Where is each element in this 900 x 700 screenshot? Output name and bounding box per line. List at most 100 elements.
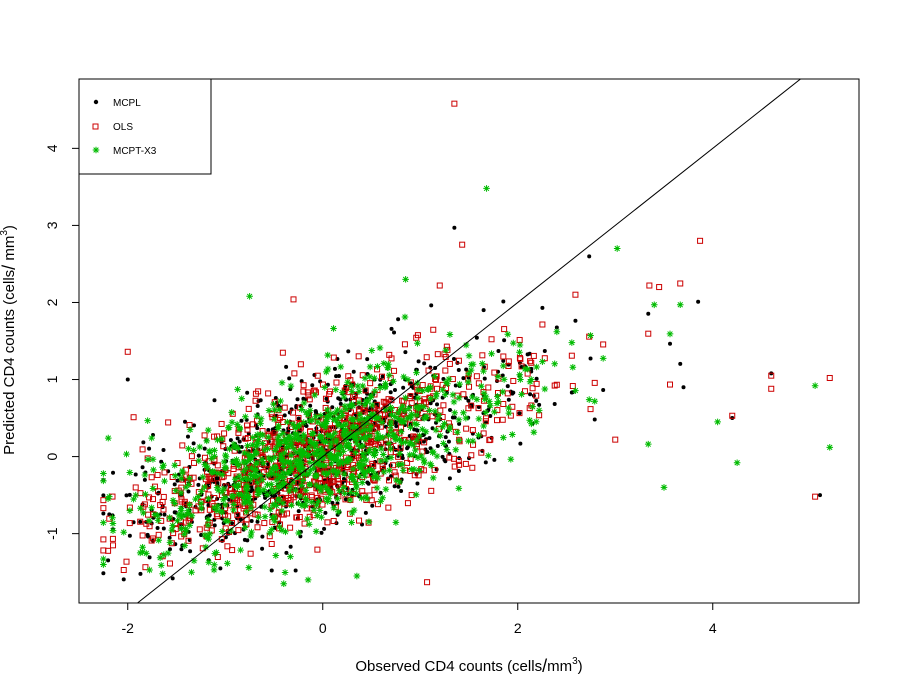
data-point <box>184 507 192 514</box>
data-point <box>309 430 317 438</box>
data-point <box>551 360 558 368</box>
data-point <box>420 403 428 411</box>
data-point <box>362 387 369 394</box>
data-point <box>456 469 461 474</box>
data-point <box>362 456 370 464</box>
data-point <box>340 448 347 455</box>
data-point <box>464 378 472 386</box>
data-point <box>423 354 430 361</box>
data-point <box>127 492 132 497</box>
data-point <box>178 525 185 532</box>
data-point <box>257 472 265 479</box>
data-point <box>442 346 450 354</box>
data-point <box>370 474 378 481</box>
data-point <box>248 464 255 472</box>
data-point <box>466 398 471 403</box>
data-point <box>341 490 348 497</box>
data-point <box>231 457 239 465</box>
data-point <box>397 444 404 451</box>
data-point <box>412 491 420 499</box>
data-point <box>243 508 250 516</box>
data-point <box>394 424 399 429</box>
data-point <box>372 449 379 456</box>
data-point <box>296 404 303 411</box>
data-point <box>323 414 330 422</box>
data-point <box>281 569 289 576</box>
data-point <box>421 439 426 444</box>
data-point <box>573 318 578 323</box>
data-point <box>218 508 225 516</box>
y-tick-label: 1 <box>44 375 60 383</box>
data-point <box>277 414 284 421</box>
data-point <box>210 561 218 569</box>
data-point <box>341 402 349 410</box>
data-point <box>404 376 412 383</box>
data-point <box>332 455 340 463</box>
data-point <box>395 453 402 460</box>
data-point <box>385 360 392 368</box>
data-point <box>266 428 271 433</box>
data-point <box>768 372 775 379</box>
data-point <box>299 477 307 484</box>
data-point <box>322 395 329 402</box>
data-point <box>300 388 307 395</box>
data-point <box>307 466 314 474</box>
data-point <box>360 461 368 468</box>
data-point <box>296 421 303 429</box>
data-point <box>242 435 249 442</box>
data-point <box>140 509 147 517</box>
data-point <box>251 472 259 479</box>
data-point <box>311 443 319 451</box>
data-point <box>517 376 524 383</box>
data-point <box>387 418 395 426</box>
data-point <box>384 364 391 371</box>
data-point <box>423 447 428 452</box>
data-point <box>516 371 523 379</box>
data-point <box>499 416 506 423</box>
data-point <box>351 432 359 440</box>
data-point <box>370 503 375 508</box>
data-point <box>244 498 252 506</box>
data-point <box>338 389 346 396</box>
data-point <box>266 529 274 537</box>
x-tick-label: 0 <box>319 620 327 636</box>
data-point <box>403 350 408 355</box>
data-point <box>285 433 292 441</box>
data-point <box>389 326 394 331</box>
data-point <box>366 432 374 440</box>
data-point <box>486 402 494 410</box>
data-point <box>358 479 366 486</box>
data-point <box>311 391 319 399</box>
data-point <box>242 497 249 505</box>
data-point <box>485 452 492 459</box>
data-point <box>139 446 146 453</box>
data-point <box>316 454 323 462</box>
data-point <box>403 415 411 422</box>
data-point <box>260 459 267 467</box>
data-point <box>327 443 334 451</box>
data-point <box>387 454 395 461</box>
data-point <box>333 436 340 444</box>
data-point <box>437 432 444 439</box>
data-point <box>398 439 405 447</box>
data-point <box>371 452 378 459</box>
data-point <box>268 486 275 493</box>
data-point <box>305 452 312 460</box>
data-point <box>314 512 321 519</box>
data-point <box>422 428 430 436</box>
data-point <box>392 476 400 484</box>
data-point <box>250 452 257 459</box>
data-point <box>499 362 507 370</box>
data-point <box>481 308 486 313</box>
data-point <box>247 471 254 478</box>
data-point <box>100 561 107 568</box>
data-point <box>361 401 369 409</box>
data-point <box>312 413 320 421</box>
data-point <box>201 461 209 468</box>
data-point <box>224 543 231 550</box>
data-point <box>298 406 305 413</box>
data-point <box>400 456 405 461</box>
data-point <box>271 487 279 495</box>
data-point <box>537 402 542 407</box>
data-point <box>275 432 283 440</box>
